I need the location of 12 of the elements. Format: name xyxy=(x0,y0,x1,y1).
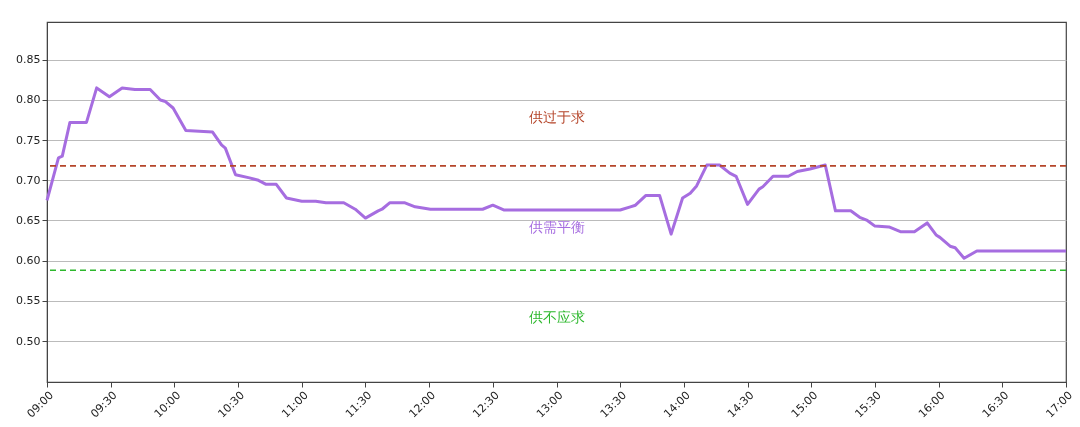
annotation: 供不应求 xyxy=(528,309,585,326)
y-tick-label: 0.85 xyxy=(16,53,41,67)
y-tick-label: 0.50 xyxy=(16,334,41,348)
y-tick-label: 0.80 xyxy=(16,93,41,107)
y-tick-label: 0.60 xyxy=(16,254,41,268)
line-series xyxy=(45,86,1068,260)
y-tick-label: 0.55 xyxy=(16,294,41,308)
annotation: 供需平衡 xyxy=(528,219,585,236)
annotation: 供过于求 xyxy=(528,108,585,125)
y-tick-label: 0.75 xyxy=(16,133,41,147)
y-tick-label: 0.70 xyxy=(16,173,41,187)
y-tick-label: 0.65 xyxy=(16,213,41,227)
